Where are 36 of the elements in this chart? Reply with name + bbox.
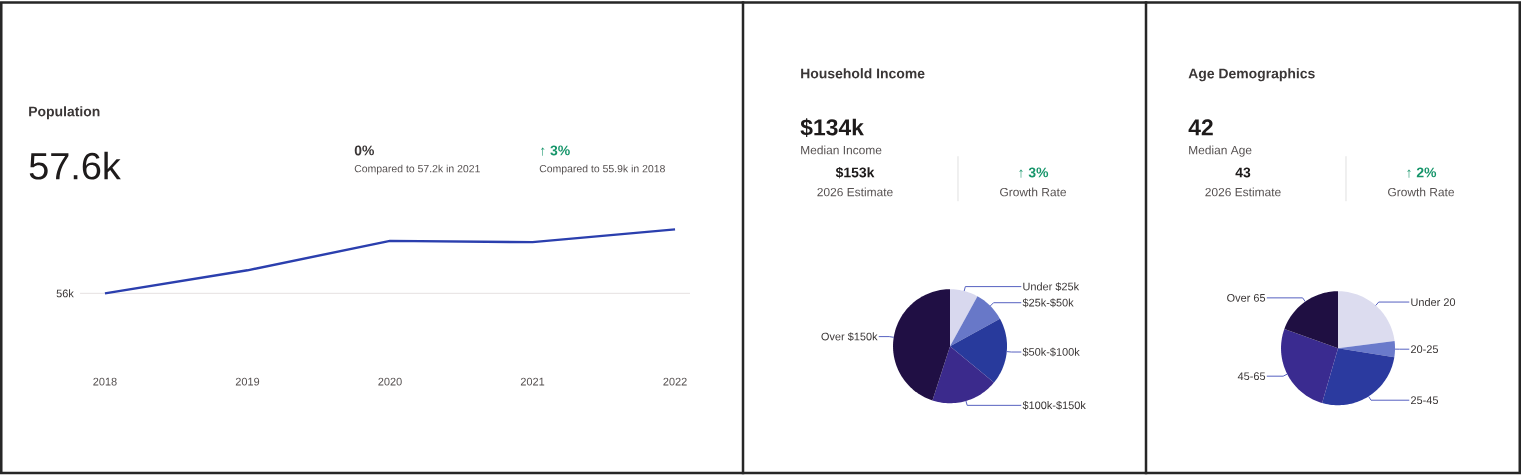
- text: ↑ 3%: [541, 145, 570, 156]
- chart-title: Household Income: [801, 67, 925, 79]
- x-tick-label: 2020: [378, 377, 402, 386]
- chart-title: Population: [29, 105, 100, 119]
- x-tick-label: 2018: [93, 377, 117, 386]
- slice-label: Under $25k: [1023, 281, 1080, 291]
- slice-label: 45-65: [1237, 372, 1266, 380]
- slice-label: $100k-$150k: [1022, 400, 1086, 410]
- chart-subtitle: 42: [1188, 119, 1213, 135]
- slice-label: $25k-$50k: [1022, 298, 1074, 307]
- text: $153k: [835, 166, 875, 179]
- slice-label: $50k-$100k: [1022, 347, 1080, 357]
- x-tick-label: 2021: [520, 377, 545, 386]
- chart-subtitle: 57.6k: [29, 151, 121, 180]
- x-tick-label: 2019: [235, 377, 260, 386]
- slice-label: 25-45: [1411, 396, 1439, 404]
- text: Growth Rate: [1000, 187, 1067, 197]
- text: Median Age: [1189, 145, 1252, 157]
- ref-line-label: 56k: [56, 289, 74, 298]
- slice-label: Under 20: [1411, 297, 1456, 306]
- text: ↑ 2%: [1407, 167, 1437, 178]
- text: Compared to 55.9k in 2018: [539, 164, 665, 175]
- text: Compared to 57.2k in 2021: [354, 164, 480, 175]
- slice-label: Over $150k: [821, 331, 878, 341]
- text: 2026 Estimate: [817, 187, 893, 197]
- chart-title: Age Demographics: [1188, 67, 1315, 81]
- text: Growth Rate: [1388, 187, 1454, 197]
- text: ↑ 3%: [1019, 167, 1049, 178]
- slice-label: 20-25: [1411, 345, 1439, 353]
- chart-subtitle: $134k: [800, 117, 864, 137]
- text: Median Income: [801, 145, 882, 155]
- slice-label: Over 65: [1227, 293, 1266, 302]
- text: 43: [1235, 167, 1251, 178]
- text: 2026 Estimate: [1205, 187, 1281, 197]
- x-tick-label: 2022: [663, 377, 687, 386]
- text: 0%: [354, 145, 374, 156]
